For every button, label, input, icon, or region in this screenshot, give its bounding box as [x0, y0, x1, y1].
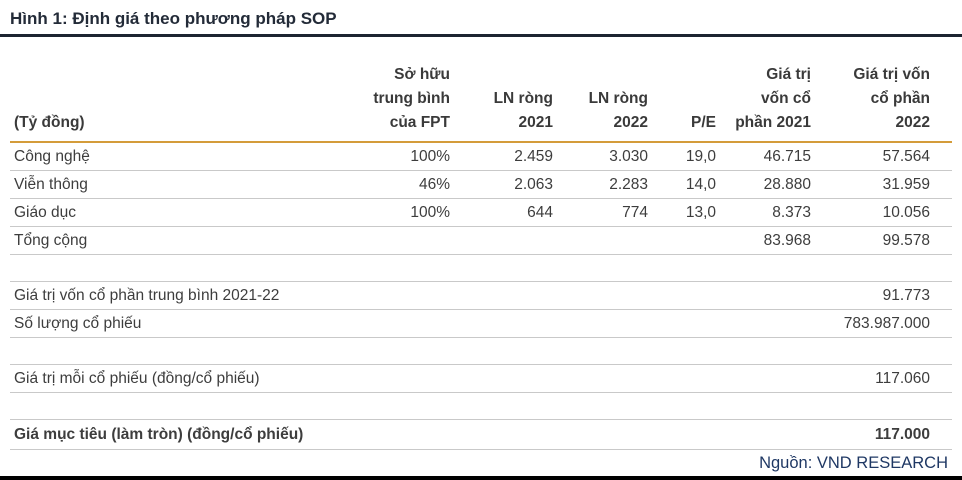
- cell-net-profit-2022: [553, 227, 648, 255]
- col-header-net-profit-2021: LN ròng 2021: [493, 90, 553, 131]
- summary-label: Giá trị mỗi cổ phiếu (đồng/cổ phiếu): [14, 370, 260, 387]
- cell-pe: [648, 227, 716, 255]
- cell-segment-label: Viễn thông: [14, 176, 88, 193]
- cell-net-profit-2022: 774: [622, 204, 648, 221]
- summary-row-share-count: Số lượng cổ phiếu 783.987.000: [10, 310, 952, 338]
- spacer-row: [10, 255, 952, 282]
- cell-net-profit-2021: 644: [527, 204, 553, 221]
- cell-net-profit-2021: 2.063: [514, 176, 553, 193]
- spacer-cell: [10, 393, 952, 420]
- header-row: (Tỷ đồng) Sở hữu trung bình của FPT LN r…: [10, 37, 952, 142]
- table-row-vien-thong: Viễn thông 46% 2.063 2.283 14,0 28.880 3…: [10, 171, 952, 199]
- summary-value: 91.773: [882, 287, 930, 304]
- col-header-pe: P/E: [691, 114, 716, 131]
- summary-value: 783.987.000: [843, 315, 930, 332]
- title-rule: [0, 34, 962, 37]
- cell-equity-value-2022: 10.056: [882, 204, 930, 221]
- col-header-ownership: Sở hữu trung bình của FPT: [373, 66, 450, 131]
- bottom-rule: [0, 476, 962, 480]
- cell-segment-label: Tổng cộng: [14, 232, 88, 249]
- cell-ownership: 100%: [410, 204, 450, 221]
- spacer-cell: [10, 338, 952, 365]
- summary-label: Giá mục tiêu (làm tròn) (đồng/cổ phiếu): [14, 426, 304, 443]
- summary-label: Số lượng cổ phiếu: [14, 315, 142, 332]
- cell-pe: 13,0: [685, 204, 716, 221]
- col-header-unit: (Tỷ đồng): [14, 114, 85, 131]
- summary-row-value-per-share: Giá trị mỗi cổ phiếu (đồng/cổ phiếu) 117…: [10, 365, 952, 393]
- cell-equity-value-2021: 83.968: [763, 232, 811, 249]
- sop-valuation-table: (Tỷ đồng) Sở hữu trung bình của FPT LN r…: [10, 37, 952, 450]
- cell-segment-label: Công nghệ: [14, 148, 90, 165]
- summary-value: 117.060: [875, 370, 930, 387]
- cell-equity-value-2022: 57.564: [882, 148, 930, 165]
- col-header-equity-value-2022: Giá trị vốn cổ phần 2022: [853, 66, 930, 131]
- table-row-tong-cong: Tổng cộng 83.968 99.578: [10, 227, 952, 255]
- cell-pe: 19,0: [685, 148, 716, 165]
- cell-equity-value-2021: 28.880: [763, 176, 811, 193]
- summary-row-target-price: Giá mục tiêu (làm tròn) (đồng/cổ phiếu) …: [10, 420, 952, 450]
- spacer-row: [10, 393, 952, 420]
- cell-ownership: [320, 227, 450, 255]
- source-line: Nguồn: VND RESEARCH: [759, 454, 948, 472]
- cell-equity-value-2021: 8.373: [772, 204, 811, 221]
- cell-ownership: 100%: [410, 148, 450, 165]
- cell-equity-value-2022: 31.959: [882, 176, 930, 193]
- cell-equity-value-2022: 99.578: [882, 232, 930, 249]
- cell-equity-value-2021: 46.715: [763, 148, 811, 165]
- figure-title: Hình 1: Định giá theo phương pháp SOP: [10, 9, 337, 28]
- cell-net-profit-2021: [450, 227, 553, 255]
- cell-net-profit-2021: 2.459: [514, 148, 553, 165]
- cell-segment-label: Giáo dục: [14, 204, 77, 221]
- spacer-row: [10, 338, 952, 365]
- cell-net-profit-2022: 3.030: [609, 148, 648, 165]
- summary-row-avg-equity-value: Giá trị vốn cổ phần trung bình 2021-22 9…: [10, 282, 952, 310]
- cell-ownership: 46%: [418, 176, 450, 193]
- summary-label: Giá trị vốn cổ phần trung bình 2021-22: [14, 287, 280, 304]
- col-header-equity-value-2021: Giá trị vốn cổ phần 2021: [735, 66, 811, 131]
- cell-pe: 14,0: [685, 176, 716, 193]
- col-header-net-profit-2022: LN ròng 2022: [588, 90, 648, 131]
- table-row-cong-nghe: Công nghệ 100% 2.459 3.030 19,0 46.715 5…: [10, 142, 952, 171]
- summary-value: 117.000: [874, 426, 930, 443]
- table-row-giao-duc: Giáo dục 100% 644 774 13,0 8.373 10.056: [10, 199, 952, 227]
- cell-net-profit-2022: 2.283: [609, 176, 648, 193]
- spacer-cell: [10, 255, 952, 282]
